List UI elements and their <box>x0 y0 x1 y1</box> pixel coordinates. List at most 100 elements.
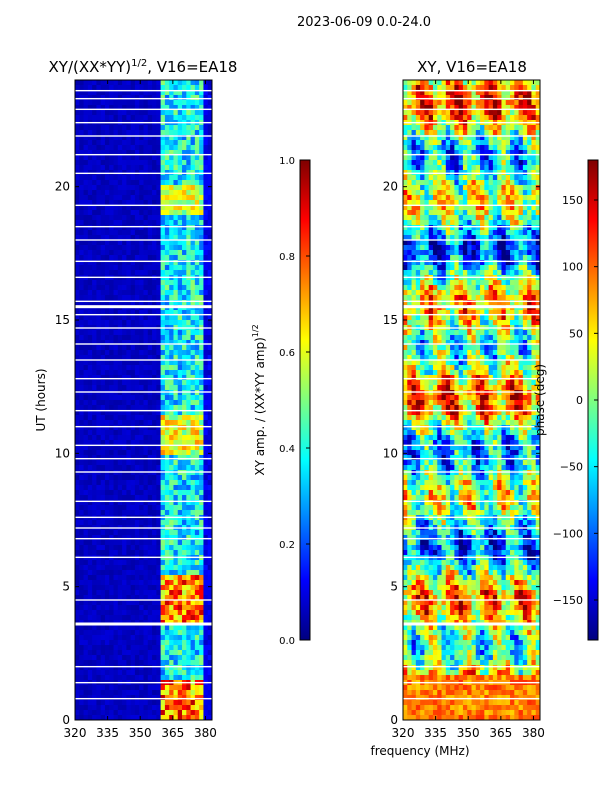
heatmap-cell <box>169 330 175 336</box>
heatmap-cell <box>122 85 127 91</box>
heatmap-cell <box>207 200 212 206</box>
heatmap-cell <box>207 125 212 131</box>
heatmap-cell <box>117 255 123 261</box>
heatmap-cell <box>527 175 533 181</box>
heatmap-cell <box>113 360 119 366</box>
heatmap-cell <box>207 665 212 671</box>
heatmap-cell <box>104 405 110 411</box>
heatmap-cell <box>480 100 485 106</box>
heatmap-cell <box>190 175 196 181</box>
heatmap-cell <box>117 150 123 156</box>
flagged-row <box>75 391 212 393</box>
heatmap-cell <box>79 320 85 326</box>
heatmap-cell <box>113 235 119 241</box>
heatmap-cell <box>164 540 170 546</box>
heatmap-cell <box>501 85 507 91</box>
heatmap-cell <box>186 225 192 231</box>
heatmap-cell <box>83 80 89 86</box>
heatmap-cell <box>164 300 170 306</box>
heatmap-cell <box>139 95 145 101</box>
heatmap-cell <box>522 180 528 186</box>
heatmap-cell <box>134 615 140 621</box>
heatmap-cell <box>122 660 127 666</box>
heatmap-cell <box>87 430 93 436</box>
heatmap-cell <box>194 625 200 631</box>
heatmap-cell <box>207 695 212 701</box>
x-tick-label: 350 <box>129 726 152 740</box>
heatmap-cell <box>484 105 490 111</box>
heatmap-cell <box>164 155 170 161</box>
heatmap-cell <box>100 395 106 401</box>
heatmap-cell <box>186 490 192 496</box>
heatmap-cell <box>164 465 170 471</box>
heatmap-cell <box>160 670 166 676</box>
heatmap-cell <box>83 145 89 151</box>
heatmap-cell <box>518 160 524 166</box>
heatmap-cell <box>96 240 102 246</box>
heatmap-cell <box>147 85 153 91</box>
heatmap-cell <box>186 615 192 621</box>
heatmap-cell <box>96 345 102 351</box>
heatmap-cell <box>147 345 153 351</box>
heatmap-cell <box>535 160 540 166</box>
heatmap-cell <box>96 550 102 556</box>
heatmap-cell <box>104 320 110 326</box>
heatmap-cell <box>143 385 149 391</box>
heatmap-cell <box>147 550 153 556</box>
heatmap-cell <box>130 245 136 251</box>
heatmap-cell <box>164 520 170 526</box>
heatmap-cell <box>109 250 115 256</box>
heatmap-cell <box>190 645 196 651</box>
heatmap-cell <box>134 425 140 431</box>
heatmap-cell <box>134 245 140 251</box>
heatmap-cell <box>130 135 136 141</box>
heatmap-cell <box>87 560 93 566</box>
heatmap-cell <box>143 415 149 421</box>
heatmap-cell <box>126 425 132 431</box>
heatmap-cell <box>122 155 127 161</box>
heatmap-cell <box>527 150 533 156</box>
heatmap-cell <box>194 385 200 391</box>
heatmap-cell <box>100 140 106 146</box>
heatmap-cell <box>75 315 80 321</box>
heatmap-cell <box>471 140 477 146</box>
heatmap-cell <box>79 455 85 461</box>
heatmap-cell <box>96 85 102 91</box>
heatmap-cell <box>75 220 80 226</box>
heatmap-cell <box>501 135 507 141</box>
heatmap-cell <box>87 410 93 416</box>
heatmap-cell <box>203 365 209 371</box>
heatmap-cell <box>134 460 140 466</box>
heatmap-cell <box>113 160 119 166</box>
heatmap-cell <box>169 435 175 441</box>
heatmap-cell <box>488 135 494 141</box>
heatmap-cell <box>177 260 183 266</box>
heatmap-cell <box>75 355 80 361</box>
heatmap-cell <box>122 95 127 101</box>
heatmap-cell <box>497 130 503 136</box>
heatmap-cell <box>147 145 153 151</box>
heatmap-cell <box>403 95 408 101</box>
heatmap-cell <box>83 235 89 241</box>
heatmap-cell <box>134 605 140 611</box>
heatmap-cell <box>169 460 175 466</box>
heatmap-cell <box>126 595 132 601</box>
heatmap-cell <box>104 560 110 566</box>
heatmap-cell <box>194 450 200 456</box>
heatmap-cell <box>87 340 93 346</box>
heatmap-cell <box>156 615 162 621</box>
heatmap-cell <box>182 670 187 676</box>
heatmap-cell <box>411 175 417 181</box>
heatmap-cell <box>203 535 209 541</box>
heatmap-cell <box>415 140 421 146</box>
heatmap-cell <box>467 100 473 106</box>
heatmap-cell <box>182 645 187 651</box>
flagged-row <box>75 108 212 111</box>
heatmap-cell <box>152 535 157 541</box>
heatmap-cell <box>109 300 115 306</box>
heatmap-cell <box>130 90 136 96</box>
heatmap-cell <box>527 125 533 131</box>
heatmap-cell <box>199 280 205 286</box>
heatmap-cell <box>143 370 149 376</box>
heatmap-cell <box>113 465 119 471</box>
